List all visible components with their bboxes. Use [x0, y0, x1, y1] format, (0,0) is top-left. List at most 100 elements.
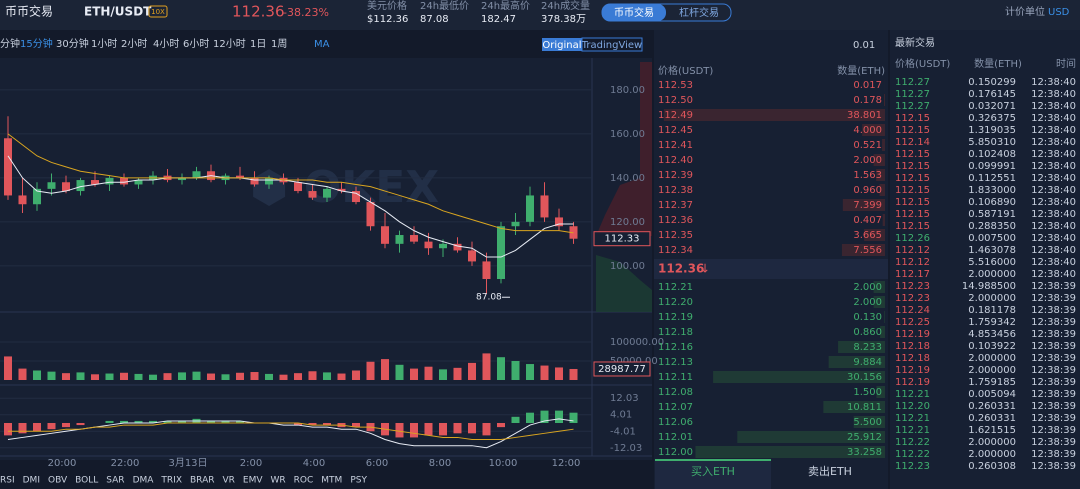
indicator-tab[interactable]: DMA [133, 476, 155, 486]
interval[interactable]: 15分钟 [20, 37, 53, 50]
candle-body [323, 188, 331, 198]
candle-body [18, 195, 27, 205]
candle-body [497, 226, 505, 280]
trade-amount: 1.759185 [968, 377, 1016, 388]
depth-bar [883, 94, 885, 106]
volume-bar [163, 373, 172, 380]
trade-time: 12:38:40 [1031, 209, 1076, 220]
volume-bar [62, 373, 70, 380]
price-tag: 112.33 [605, 234, 640, 245]
interval[interactable]: 1日 [250, 39, 266, 50]
interval[interactable]: 12小时 [213, 38, 246, 50]
depth-bar [880, 326, 885, 338]
interval[interactable]: 1周 [271, 38, 287, 50]
indicator-tab[interactable]: EMV [243, 476, 263, 486]
stat-label: 美元价格 [367, 0, 407, 12]
depth-bar [695, 446, 885, 458]
stat-value: $112.36 [367, 14, 408, 25]
interval[interactable]: 4小时 [153, 38, 179, 50]
candle-body [294, 182, 302, 192]
indicator-tab[interactable]: BOLL [75, 476, 98, 486]
trade-time: 12:38:40 [1031, 245, 1076, 256]
depth-bar [841, 244, 885, 256]
interval[interactable]: 30分钟 [56, 37, 89, 50]
depth-bar [873, 296, 885, 308]
candle-body [120, 177, 128, 185]
trade-amount: 0.587191 [968, 209, 1016, 220]
ob-price: 112.13 [658, 357, 693, 368]
ob-amount: 0.521 [853, 140, 882, 151]
trade-time: 12:38:40 [1031, 185, 1076, 196]
trade-time: 12:38:39 [1031, 437, 1076, 448]
trade-time: 12:38:40 [1031, 125, 1076, 136]
candle-body [91, 180, 99, 185]
trade-time: 12:38:39 [1031, 341, 1076, 352]
tab[interactable]: 杠杆交易 [679, 6, 719, 19]
depth-bar [873, 154, 885, 166]
indicator-tab[interactable]: SAR [106, 476, 124, 486]
ob-amount: 2.000 [853, 155, 882, 166]
trade-price: 112.21 [895, 413, 930, 424]
volume-bar [323, 372, 331, 380]
view-button[interactable]: TradingView [581, 40, 642, 51]
trade-price: 112.15 [895, 113, 930, 124]
indicator-tab[interactable]: VR [222, 476, 234, 486]
trade-amount: 2.000000 [968, 437, 1016, 448]
interval[interactable]: 1小时 [91, 38, 117, 50]
ob-amount: 9.884 [853, 357, 882, 368]
indicator-tab[interactable]: OBV [48, 476, 68, 486]
y-tick-label: 100000.00 [610, 337, 664, 348]
ob-amount: 0.130 [853, 312, 882, 323]
macd-bar [569, 412, 578, 423]
depth-bar [879, 184, 885, 196]
depth-ask [596, 62, 652, 236]
trade-amount: 5.850310 [968, 137, 1016, 148]
trade-amount: 0.112551 [968, 173, 1016, 184]
y-tick-label: 120.00 [610, 217, 645, 228]
trade-button[interactable]: 买入ETH [691, 465, 735, 478]
tab[interactable]: 币币交易 [614, 6, 654, 19]
ob-last: 112.36 [658, 262, 704, 276]
macd-bar [149, 420, 157, 423]
trade-amount: 1.621515 [968, 425, 1016, 436]
candle-body [192, 171, 201, 178]
indicator-tab[interactable]: WR [271, 476, 286, 486]
trades-column: 时间 [1056, 57, 1076, 70]
ob-price: 112.41 [658, 140, 693, 151]
indicator-tab[interactable]: BRAR [190, 476, 214, 486]
macd-bar [410, 423, 418, 438]
depth-bar [876, 386, 885, 398]
ob-amount: 5.500 [853, 417, 882, 428]
candle-body [236, 175, 244, 178]
trade-amount: 1.463078 [968, 245, 1016, 256]
trade-time: 12:38:40 [1031, 149, 1076, 160]
trade-time: 12:38:39 [1031, 293, 1076, 304]
interval[interactable]: 分钟 [0, 37, 20, 50]
ob-amount: 1.500 [853, 387, 882, 398]
macd-bar [62, 423, 70, 428]
indicator-tab[interactable]: DMI [23, 476, 40, 486]
interval[interactable]: 6小时 [183, 38, 209, 50]
macd-bar [47, 423, 56, 430]
stat-label: 24h成交量 [541, 0, 590, 12]
trade-amount: 0.260331 [968, 413, 1016, 424]
depth-bar [864, 229, 885, 241]
indicator-tab[interactable]: MTM [321, 476, 342, 486]
indicator-tab[interactable]: TRIX [160, 476, 182, 486]
trade-price: 112.20 [895, 401, 930, 412]
macd-bar [352, 423, 360, 428]
trade-time: 12:38:40 [1031, 197, 1076, 208]
indicator-tab[interactable]: ROC [294, 476, 314, 486]
interval[interactable]: 2小时 [121, 38, 147, 50]
depth-bar [828, 356, 885, 368]
indicator-tab[interactable]: RSI [0, 476, 15, 486]
trade-button[interactable]: 卖出ETH [808, 464, 852, 478]
buy-button [655, 460, 771, 489]
trade-amount: 14.988500 [962, 281, 1016, 292]
trade-price: 112.21 [895, 389, 930, 400]
volume-bar [294, 373, 302, 380]
indicator-tab[interactable]: PSY [350, 476, 367, 486]
view-button[interactable]: Original [542, 40, 581, 51]
stat-value: 182.47 [481, 14, 516, 25]
y-tick-label: -12.03 [610, 443, 642, 454]
